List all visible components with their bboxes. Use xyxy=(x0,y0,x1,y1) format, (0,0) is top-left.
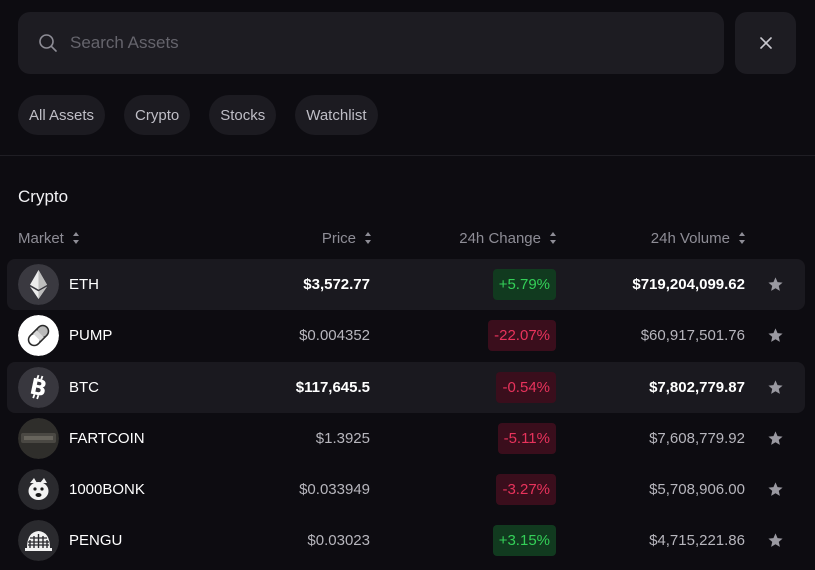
asset-symbol: ETH xyxy=(69,276,99,293)
table-row[interactable]: 1000BONK $0.033949 -3.27% $5,708,906.00 xyxy=(7,464,805,515)
asset-change: +5.79% xyxy=(492,269,556,300)
asset-volume: $7,802,779.87 xyxy=(649,379,745,396)
asset-change: -22.07% xyxy=(488,320,556,351)
column-header-change[interactable]: 24h Change xyxy=(459,229,557,247)
star-icon[interactable] xyxy=(767,327,784,344)
asset-change: +3.15% xyxy=(492,525,556,556)
asset-symbol: PENGU xyxy=(69,532,123,549)
asset-change: -5.11% xyxy=(497,423,556,454)
table-row[interactable]: PUMP $0.004352 -22.07% $60,917,501.76 xyxy=(7,310,805,361)
filter-stocks[interactable]: Stocks xyxy=(209,95,277,135)
search-icon xyxy=(39,34,57,52)
asset-volume: $60,917,501.76 xyxy=(640,327,745,344)
table-row[interactable]: PENGU $0.03023 +3.15% $4,715,221.86 xyxy=(7,515,805,566)
sort-icon xyxy=(365,232,371,244)
asset-price: $0.004352 xyxy=(299,327,370,344)
asset-volume: $7,608,779.92 xyxy=(649,430,745,447)
star-icon[interactable] xyxy=(767,430,784,447)
btc-icon: B xyxy=(18,367,59,408)
column-header-volume[interactable]: 24h Volume xyxy=(651,229,746,247)
asset-price: $0.03023 xyxy=(307,532,370,549)
divider xyxy=(0,155,815,156)
asset-volume: $5,708,906.00 xyxy=(649,481,745,498)
search-box[interactable] xyxy=(18,12,724,74)
table-row[interactable]: ETH $3,572.77 +5.79% $719,204,099.62 xyxy=(7,259,805,310)
table-row[interactable]: B BTC $117,645.5 -0.54% $7,802,779.87 xyxy=(7,362,805,413)
sort-icon xyxy=(72,232,79,244)
pill-icon xyxy=(18,315,59,356)
asset-symbol: 1000BONK xyxy=(69,481,145,498)
sort-icon xyxy=(739,232,745,244)
star-icon[interactable] xyxy=(767,379,784,396)
eth-icon xyxy=(18,264,59,305)
table-row[interactable]: FARTCOIN $1.3925 -5.11% $7,608,779.92 xyxy=(7,413,805,464)
column-header-price[interactable]: Price xyxy=(322,229,372,247)
close-button[interactable] xyxy=(735,12,796,74)
search-input[interactable] xyxy=(70,23,724,63)
filter-watchlist[interactable]: Watchlist xyxy=(295,95,378,135)
filter-crypto[interactable]: Crypto xyxy=(124,95,191,135)
asset-price: $0.033949 xyxy=(299,481,370,498)
star-icon[interactable] xyxy=(767,532,784,549)
close-icon xyxy=(759,37,772,49)
sort-icon xyxy=(550,232,556,244)
column-label: 24h Change xyxy=(459,229,541,247)
asset-volume: $4,715,221.86 xyxy=(649,532,745,549)
column-label: 24h Volume xyxy=(650,229,730,247)
asset-symbol: BTC xyxy=(69,379,99,396)
asset-symbol: FARTCOIN xyxy=(69,430,145,447)
pengu-icon xyxy=(18,520,59,561)
asset-volume: $719,204,099.62 xyxy=(632,276,745,293)
asset-price: $1.3925 xyxy=(315,430,370,447)
bonk-dog-icon xyxy=(18,469,59,510)
section-title: Crypto xyxy=(18,187,69,206)
column-header-market[interactable]: Market xyxy=(18,229,80,247)
column-label: Market xyxy=(18,229,64,247)
asset-change: -3.27% xyxy=(496,474,556,505)
asset-price: $117,645.5 xyxy=(295,379,370,396)
filter-all-assets[interactable]: All Assets xyxy=(18,95,106,135)
star-icon[interactable] xyxy=(767,481,784,498)
star-icon[interactable] xyxy=(767,276,784,293)
asset-price: $3,572.77 xyxy=(303,276,370,293)
fartcoin-icon xyxy=(18,418,59,459)
svg-text:B: B xyxy=(27,375,49,403)
column-label: Price xyxy=(321,229,356,247)
filter-tabs: All Assets Crypto Stocks Watchlist xyxy=(18,95,378,135)
asset-change: -0.54% xyxy=(496,372,556,403)
asset-symbol: PUMP xyxy=(69,327,113,344)
